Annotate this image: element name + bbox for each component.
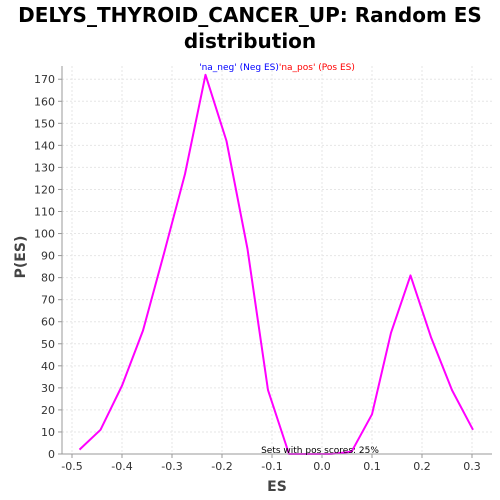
legend: 'na_neg' (Neg ES)'na_pos' (Pos ES) [199, 63, 355, 73]
y-tick-label: 50 [41, 338, 55, 351]
series-layer [78, 73, 474, 455]
y-tick-label: 60 [41, 316, 55, 329]
y-tick-label: 150 [34, 117, 55, 130]
legend-entry-pos: 'na_pos' (Pos ES) [279, 63, 355, 73]
x-tick-label: 0.2 [413, 460, 431, 473]
plot-background [62, 66, 492, 454]
grid [62, 66, 492, 455]
x-tick-label: -0.2 [211, 460, 232, 473]
y-axis-label: P(ES) [13, 236, 29, 279]
pos-scores-annotation: Sets with pos scores: 25% [261, 446, 379, 456]
x-tick-label: 0.3 [463, 460, 481, 473]
y-tick-label: 100 [34, 228, 55, 241]
x-tick-label: -0.5 [61, 460, 82, 473]
es-distribution-line [78, 73, 474, 455]
x-tick-label: 0.1 [363, 460, 381, 473]
y-tick-label: 70 [41, 294, 55, 307]
x-tick-label: 0.0 [313, 460, 331, 473]
y-tick-label: 140 [34, 139, 55, 152]
x-tick-label: -0.4 [111, 460, 132, 473]
svg-text:'na_neg' (Neg ES)'na_pos' (Pos: 'na_neg' (Neg ES)'na_pos' (Pos ES) [199, 63, 355, 73]
y-tick-label: 170 [34, 73, 55, 86]
y-tick-label: 110 [34, 206, 55, 219]
y-tick-label: 120 [34, 183, 55, 196]
y-tick-label: 40 [41, 360, 55, 373]
x-tick-label: -0.3 [161, 460, 182, 473]
y-tick-label: 90 [41, 250, 55, 263]
y-tick-label: 20 [41, 404, 55, 417]
x-tick-label: -0.1 [261, 460, 282, 473]
y-tick-label: 130 [34, 161, 55, 174]
y-tick-label: 0 [48, 448, 55, 461]
y-tick-label: 80 [41, 272, 55, 285]
x-axis-label: ES [267, 479, 287, 495]
tick-labels: -0.5 -0.4 -0.3 -0.2 -0.1 0.0 0.1 0.2 0.3 0 10 20 30 4… [34, 73, 481, 473]
y-tick-label: 160 [34, 95, 55, 108]
axes [58, 66, 492, 458]
legend-entry-neg: 'na_neg' (Neg ES) [199, 63, 279, 73]
y-tick-label: 10 [41, 426, 55, 439]
chart-title: DELYS_THYROID_CANCER_UP: Random ES distr… [18, 3, 482, 53]
y-tick-label: 30 [41, 382, 55, 395]
